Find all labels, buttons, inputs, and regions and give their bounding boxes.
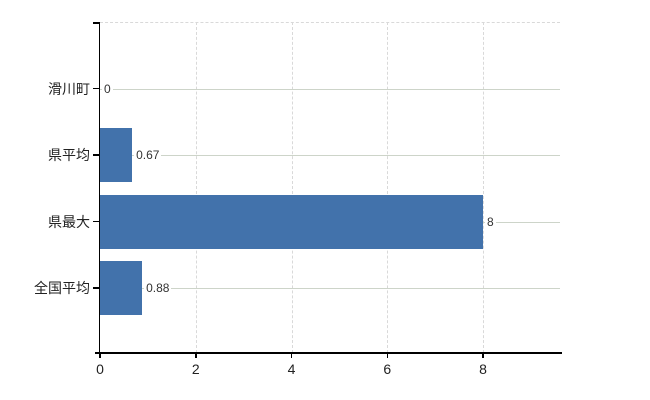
vertical-gridline — [483, 22, 484, 353]
x-tick-label: 6 — [383, 361, 392, 377]
category-gridline — [100, 155, 560, 156]
category-label: 滑川町 — [48, 80, 90, 97]
bar — [100, 194, 483, 249]
bar — [100, 261, 143, 315]
x-tick-label: 2 — [191, 361, 200, 377]
x-axis-tick — [195, 353, 197, 358]
x-axis-tick — [290, 353, 293, 358]
bar-value-label: 8 — [485, 213, 496, 230]
vertical-gridline — [291, 22, 293, 353]
y-axis-tick — [93, 87, 100, 90]
category-gridline — [100, 288, 560, 289]
bar — [100, 128, 133, 182]
x-tick-label: 0 — [96, 361, 104, 377]
category-label: 全国平均 — [34, 280, 90, 296]
vertical-gridline — [195, 22, 197, 353]
bar-value-label: 0 — [102, 80, 113, 97]
vertical-gridline — [387, 22, 389, 353]
category-label: 県最大 — [48, 213, 90, 230]
x-tick-label: 4 — [287, 361, 296, 377]
bar-value-label: 0.67 — [134, 147, 162, 163]
y-axis-tick — [93, 220, 100, 223]
y-axis-tick — [93, 287, 100, 289]
y-axis-line — [98, 22, 100, 353]
x-axis-tick — [386, 353, 388, 358]
x-axis-tick — [99, 353, 101, 358]
x-axis-tick — [482, 353, 484, 358]
category-gridline — [100, 88, 560, 90]
y-axis-tick — [93, 154, 100, 156]
x-axis-line — [95, 352, 562, 354]
x-tick-label: 8 — [479, 361, 487, 377]
y-axis-tick — [93, 22, 100, 24]
category-label: 県平均 — [48, 147, 90, 163]
bar-value-label: 0.88 — [144, 280, 172, 296]
plot-top-border — [100, 22, 560, 23]
